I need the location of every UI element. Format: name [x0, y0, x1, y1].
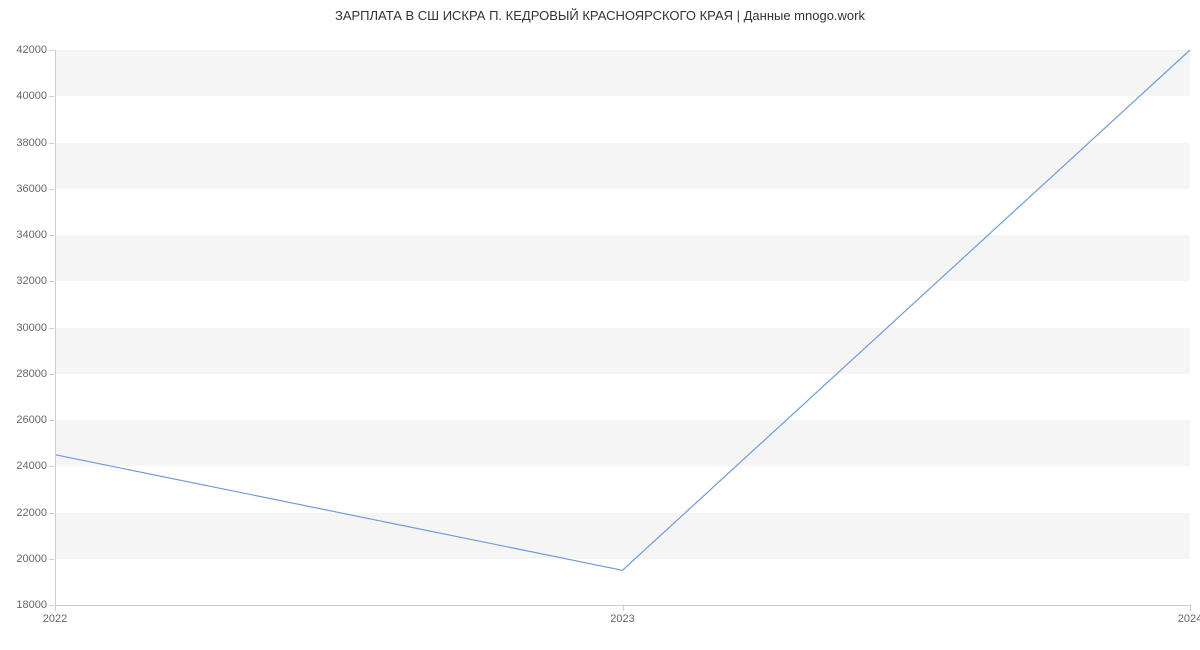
line-series: [55, 50, 1190, 605]
y-axis-label: 38000: [16, 137, 47, 149]
y-axis-label: 24000: [16, 460, 47, 472]
x-tick: [1190, 605, 1191, 611]
y-axis-label: 28000: [16, 368, 47, 380]
y-tick: [49, 143, 54, 144]
y-tick: [49, 96, 54, 97]
plot-area: 1800020000220002400026000280003000032000…: [55, 50, 1190, 605]
y-tick: [49, 374, 54, 375]
y-tick: [49, 466, 54, 467]
y-tick: [49, 513, 54, 514]
salary-line: [55, 50, 1190, 570]
x-tick: [623, 605, 624, 611]
y-tick: [49, 605, 54, 606]
y-tick: [49, 50, 54, 51]
y-axis-label: 22000: [16, 507, 47, 519]
y-axis-label: 40000: [16, 90, 47, 102]
y-tick: [49, 420, 54, 421]
x-axis-label: 2023: [610, 613, 634, 625]
y-axis-label: 36000: [16, 183, 47, 195]
y-axis-label: 32000: [16, 275, 47, 287]
y-axis-label: 26000: [16, 414, 47, 426]
x-axis-label: 2024: [1178, 613, 1200, 625]
y-axis-label: 34000: [16, 229, 47, 241]
y-tick: [49, 235, 54, 236]
y-tick: [49, 281, 54, 282]
chart-container: ЗАРПЛАТА В СШ ИСКРА П. КЕДРОВЫЙ КРАСНОЯР…: [0, 0, 1200, 650]
chart-title: ЗАРПЛАТА В СШ ИСКРА П. КЕДРОВЫЙ КРАСНОЯР…: [0, 8, 1200, 23]
y-axis-label: 18000: [16, 599, 47, 611]
y-tick: [49, 189, 54, 190]
x-tick: [55, 605, 56, 611]
y-axis-line: [55, 50, 56, 605]
y-axis-label: 30000: [16, 322, 47, 334]
y-axis-label: 20000: [16, 553, 47, 565]
y-tick: [49, 328, 54, 329]
y-tick: [49, 559, 54, 560]
y-axis-label: 42000: [16, 44, 47, 56]
x-axis-label: 2022: [43, 613, 67, 625]
